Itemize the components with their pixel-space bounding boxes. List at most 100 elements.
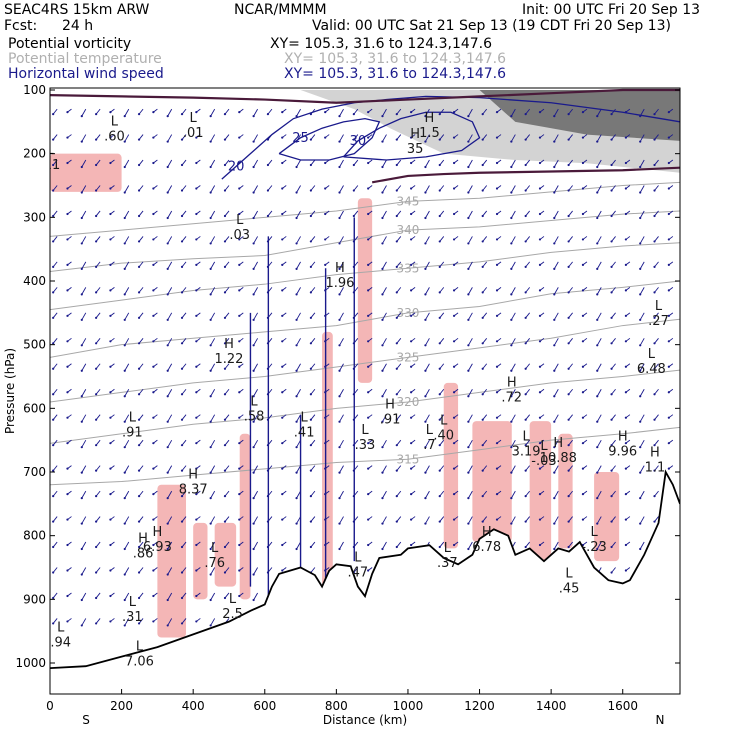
- wind-vector-head: [667, 314, 670, 317]
- wind-vector-head: [309, 291, 312, 294]
- wind-vector-head: [109, 365, 112, 368]
- wind-vector-head: [667, 442, 670, 445]
- extremum-value-31: .45: [559, 581, 580, 596]
- extremum-type-24: H: [138, 531, 148, 546]
- wind-vector: [81, 338, 87, 346]
- wind-vector-head: [238, 416, 241, 419]
- wind-vector-head: [424, 267, 427, 270]
- wind-vector-head: [209, 573, 212, 576]
- wind-vector-head: [195, 493, 198, 496]
- wind-vector: [596, 159, 602, 168]
- wind-vector-head: [410, 136, 413, 139]
- wind-vector-head: [367, 289, 370, 292]
- wind-vector-head: [610, 265, 613, 268]
- wind-vector: [467, 516, 473, 524]
- wind-vector-head: [295, 216, 298, 220]
- wind-vector: [639, 363, 645, 371]
- wind-vector-head: [95, 393, 98, 396]
- wind-vector-head: [252, 598, 255, 602]
- x-tick-label: 1000: [393, 699, 424, 713]
- wind-vector: [553, 108, 559, 117]
- wind-vector-head: [581, 136, 585, 139]
- wind-vector-head: [653, 316, 656, 319]
- wind-vector-head: [624, 467, 627, 470]
- wind-vector: [596, 389, 602, 397]
- wind-vector-head: [653, 265, 656, 268]
- wind-vector-head: [624, 187, 627, 190]
- wind-vector-head: [438, 240, 441, 243]
- extremum-type-30: L: [354, 551, 362, 566]
- wind-vector-head: [610, 316, 613, 319]
- wind-vector-head: [95, 189, 98, 192]
- wind-vector-head: [109, 161, 112, 165]
- wind-vector-head: [281, 314, 284, 317]
- wind-vector-head: [438, 291, 441, 294]
- wind-vector-head: [424, 191, 427, 194]
- wind-vector-head: [309, 113, 312, 116]
- wind-vector-head: [495, 442, 499, 445]
- wind-vector-head: [66, 212, 69, 216]
- wind-vector-head: [281, 340, 284, 343]
- extremum-type-35: L: [229, 592, 237, 607]
- wind-vector: [167, 185, 173, 193]
- extremum-type-29: L: [444, 541, 452, 556]
- wind-vector-head: [367, 467, 370, 470]
- wind-vector-head: [223, 113, 227, 116]
- wind-vector-head: [510, 318, 513, 321]
- pv-shade-3: [214, 522, 237, 587]
- wind-vector: [253, 465, 259, 473]
- wind-vector-head: [238, 543, 241, 547]
- wind-vector: [553, 185, 559, 193]
- wind-vector-head: [424, 497, 427, 500]
- wind-vector-head: [123, 140, 126, 143]
- wind-vector-head: [481, 393, 484, 396]
- wind-vector-head: [495, 467, 499, 470]
- wind-vector-head: [424, 242, 427, 245]
- wind-vector-head: [553, 497, 556, 500]
- wind-vector-head: [180, 393, 184, 396]
- wind-vector-head: [266, 189, 270, 192]
- wind-vector-head: [667, 187, 670, 190]
- wind-vector-head: [352, 163, 355, 167]
- extremum-value-9: 6.48: [637, 362, 666, 377]
- extremum-type-9: L: [648, 347, 656, 362]
- pv-shade-9: [529, 421, 552, 562]
- wind-vector-head: [80, 497, 83, 500]
- wind-vector-head: [438, 342, 441, 345]
- wind-vector-head: [109, 594, 112, 598]
- wind-vector-head: [123, 267, 126, 270]
- wind-vector-head: [195, 467, 198, 470]
- wind-vector-head: [180, 571, 184, 574]
- wind-vector: [210, 567, 216, 575]
- wind-vector: [339, 338, 344, 346]
- wind-vector: [510, 465, 516, 473]
- wind-vector-head: [452, 289, 456, 292]
- wind-vector-head: [495, 340, 499, 343]
- wind-vector: [253, 490, 259, 499]
- stratosphere-shading-dark: [479, 90, 680, 141]
- wind-vector-head: [295, 522, 298, 525]
- wind-vector: [510, 159, 516, 168]
- wind-vector: [167, 134, 173, 142]
- theta-contour-315: [50, 426, 680, 486]
- wind-vector-head: [452, 238, 456, 241]
- wind-vector-head: [66, 594, 69, 598]
- wind-vector-head: [510, 165, 513, 169]
- wind-vector-head: [295, 140, 298, 143]
- wind-vector: [596, 516, 602, 524]
- wind-vector: [124, 287, 130, 295]
- wind-vector-head: [538, 340, 542, 343]
- wind-vector-head: [266, 113, 270, 116]
- wind-vector-head: [567, 240, 570, 243]
- extremum-value-35: 2.5: [222, 607, 243, 622]
- wind-vector-head: [639, 191, 642, 194]
- wind-vector-head: [495, 365, 499, 368]
- wind-vector-head: [367, 340, 370, 343]
- wind-vector-head: [438, 163, 441, 167]
- wind-vector: [510, 439, 516, 448]
- wind-vector-head: [367, 518, 370, 521]
- wind-vector-head: [395, 189, 398, 192]
- wind-vector: [639, 108, 645, 117]
- wind-vector: [124, 363, 130, 371]
- wind-vector: [339, 312, 344, 321]
